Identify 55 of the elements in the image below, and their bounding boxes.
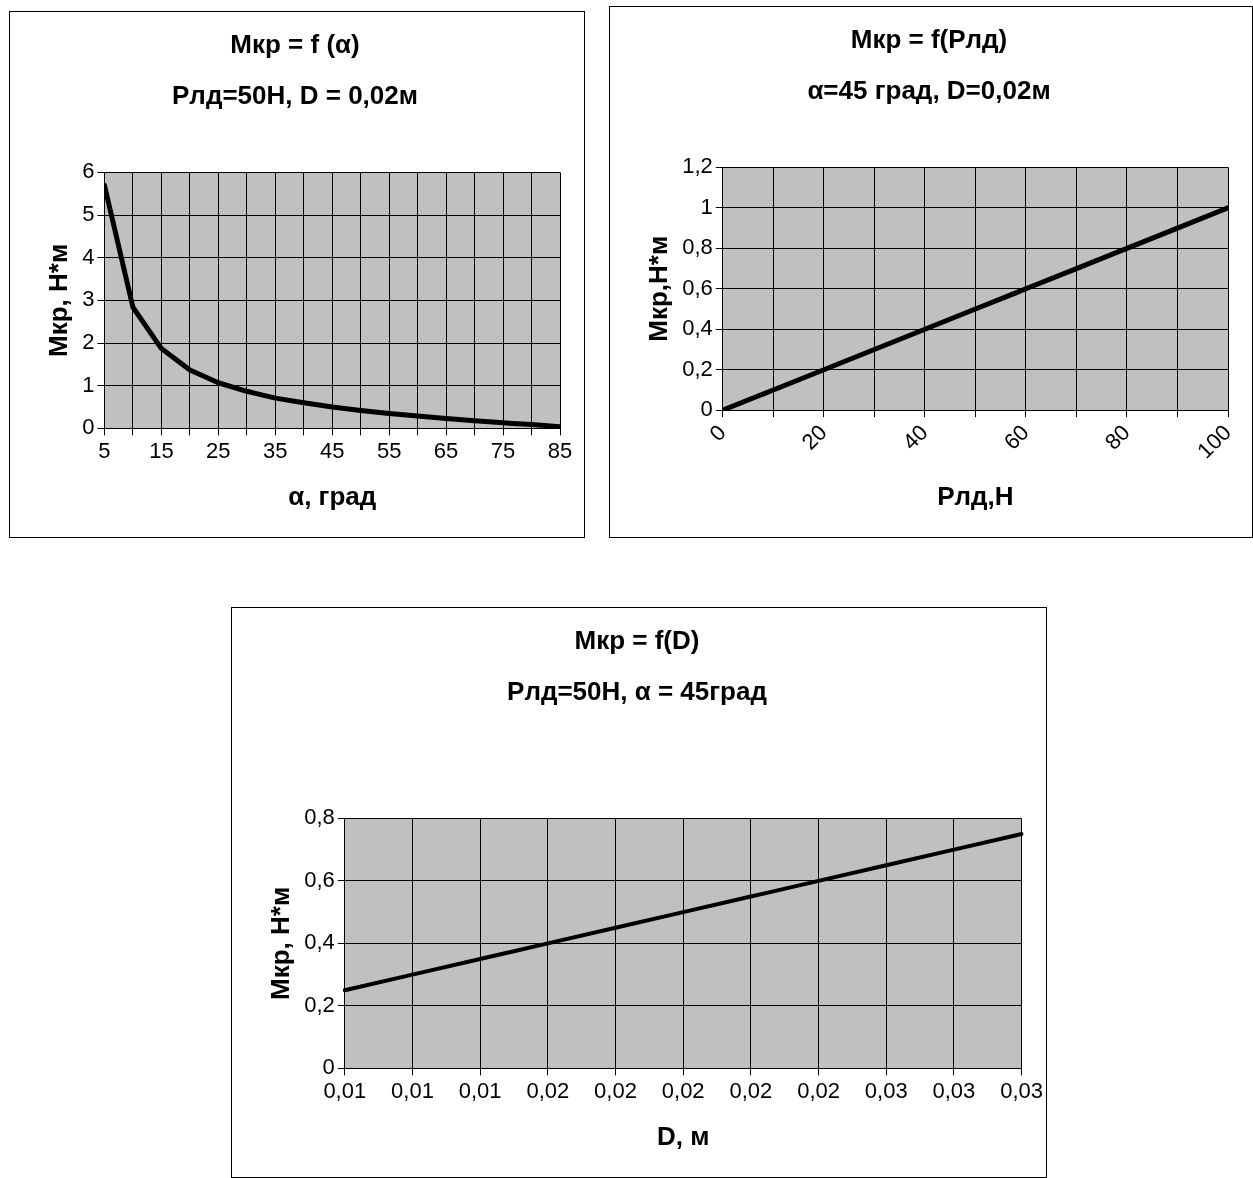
x-tick-label: 55 — [376, 437, 402, 463]
chart-title: Мкр = f(D) — [574, 624, 700, 655]
x-tick-label: 35 — [263, 437, 288, 463]
y-tick-label: 0,6 — [304, 866, 335, 892]
x-tick-label: 25 — [206, 437, 231, 463]
x-tick-label: 85 — [547, 437, 573, 463]
x-tick-label: 65 — [433, 437, 459, 463]
x-axis-title: Рлд,Н — [937, 480, 1014, 511]
x-tick-label: 40 — [897, 419, 933, 455]
chart-subtitle: Рлд=50Н, α = 45град — [507, 675, 768, 706]
y-tick-label: 2 — [82, 329, 95, 355]
y-tick-label: 3 — [82, 286, 95, 312]
y-axis-title: Мкр,Н*м — [642, 235, 673, 342]
x-tick-label: 75 — [490, 437, 516, 463]
chart-title: Мкр = f(Рлд) — [850, 23, 1008, 54]
x-tick-label: 80 — [1099, 419, 1135, 455]
y-tick-label: 1 — [700, 193, 713, 219]
y-tick-label: 0,2 — [682, 355, 713, 381]
x-tick-label: 0,02 — [797, 1077, 840, 1103]
x-tick-label: 20 — [796, 419, 832, 455]
x-tick-label: 0,01 — [391, 1077, 434, 1103]
x-tick-label: 15 — [149, 437, 174, 463]
y-tick-label: 4 — [82, 243, 95, 269]
x-tick-label: 0,03 — [932, 1077, 976, 1103]
x-tick-label: 60 — [998, 419, 1034, 455]
chart-subtitle: α=45 град, D=0,02м — [807, 74, 1051, 105]
x-tick-label: 5 — [98, 437, 111, 463]
y-tick-label: 6 — [82, 158, 95, 184]
x-axis-title: D, м — [656, 1120, 710, 1151]
y-tick-label: 1 — [82, 371, 95, 397]
y-tick-label: 1,2 — [682, 153, 713, 179]
y-axis-title: Мкр, Н*м — [42, 243, 73, 357]
x-tick-label: 0,03 — [864, 1077, 908, 1103]
x-tick-label: 0,01 — [323, 1077, 367, 1103]
y-tick-label: 0,8 — [682, 234, 713, 260]
x-tick-label: 0,02 — [729, 1077, 773, 1103]
chart-title: Мкр = f (α) — [230, 28, 360, 59]
x-tick-label: 100 — [1192, 419, 1236, 464]
y-tick-label: 0,2 — [304, 991, 335, 1017]
x-axis-title: α, град — [288, 480, 377, 511]
y-tick-label: 0 — [322, 1054, 335, 1080]
y-tick-label: 0,8 — [304, 804, 335, 830]
x-tick-label: 45 — [319, 437, 345, 463]
y-tick-label: 0 — [700, 396, 713, 422]
x-tick-label: 0,03 — [1000, 1077, 1043, 1103]
y-tick-label: 0,4 — [304, 929, 335, 955]
y-tick-label: 0,4 — [682, 315, 713, 341]
x-tick-label: 0,02 — [661, 1077, 705, 1103]
y-tick-label: 0,6 — [682, 274, 713, 300]
y-axis-title: Мкр, Н*м — [264, 886, 295, 1000]
x-tick-label: 0,02 — [594, 1077, 637, 1103]
chart-subtitle: Рлд=50Н, D = 0,02м — [172, 79, 418, 110]
y-tick-label: 5 — [82, 201, 95, 227]
x-tick-label: 0,01 — [458, 1077, 502, 1103]
x-tick-label: 0,02 — [526, 1077, 570, 1103]
